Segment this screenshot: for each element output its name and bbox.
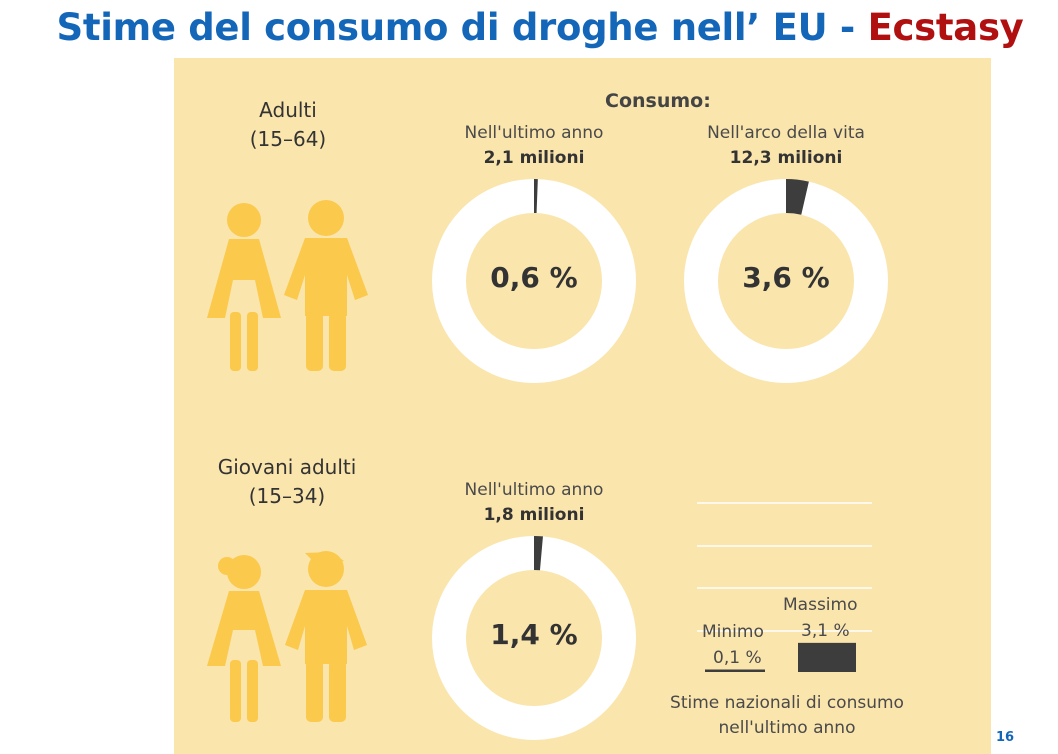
- bar-caption-line2: nell'ultimo anno: [718, 718, 856, 738]
- donut-value-adulti-anno: 0,6 %: [490, 261, 578, 294]
- donut-value-adulti-vita: 3,6 %: [742, 261, 830, 294]
- group-label-giovani: Giovani adulti (15–34): [192, 453, 382, 511]
- group-label-adulti: Adulti (15–64): [208, 96, 368, 154]
- title-main: Stime del consumo di droghe nell’ EU -: [56, 6, 868, 49]
- bar-caption-line1: Stime nazionali di consumo: [670, 693, 904, 713]
- donut-period-giovani-anno: Nell'ultimo anno: [464, 480, 604, 500]
- bar-category-minimo: Minimo: [702, 622, 764, 642]
- bar-category-massimo: Massimo: [783, 595, 858, 615]
- donut-count-giovani-anno: 1,8 milioni: [483, 505, 585, 525]
- donut-count-adulti-anno: 2,1 milioni: [483, 148, 585, 168]
- donut-period-adulti-vita: Nell'arco della vita: [707, 123, 865, 143]
- donut-count-adulti-vita: 12,3 milioni: [729, 148, 843, 168]
- page-number: 16: [996, 730, 1015, 745]
- donut-value-giovani-anno: 1,4 %: [490, 618, 578, 651]
- group-range-giovani: (15–34): [248, 484, 326, 508]
- donut-slice-adulti-anno: [534, 179, 538, 214]
- bar-chart-grid: [697, 502, 872, 632]
- young-couple-icon: [207, 551, 367, 722]
- group-name-adulti: Adulti: [259, 98, 317, 122]
- donut-slice-giovani-anno: [534, 536, 543, 571]
- page-title: Stime del consumo di droghe nell’ EU - E…: [0, 6, 1058, 49]
- donut-label-giovani-anno: Nell'ultimo anno 1,8 milioni: [424, 478, 644, 528]
- title-highlight: Ecstasy: [867, 6, 1024, 49]
- bar-value-minimo: 0,1 %: [713, 648, 762, 668]
- group-range-adulti: (15–64): [249, 127, 327, 151]
- donut-label-adulti-anno: Nell'ultimo anno 2,1 milioni: [424, 121, 644, 171]
- adult-couple-icon: [207, 200, 368, 371]
- bar-chart-caption: Stime nazionali di consumo nell'ultimo a…: [646, 691, 928, 741]
- bar-value-massimo: 3,1 %: [801, 621, 850, 641]
- bar-massimo: [798, 642, 856, 672]
- bar-minimo: [705, 669, 765, 672]
- donut-slice-adulti-vita: [786, 179, 809, 215]
- donut-label-adulti-vita: Nell'arco della vita 12,3 milioni: [676, 121, 896, 171]
- consumo-header: Consumo:: [605, 90, 711, 112]
- donut-period-adulti-anno: Nell'ultimo anno: [464, 123, 604, 143]
- group-name-giovani: Giovani adulti: [217, 455, 357, 479]
